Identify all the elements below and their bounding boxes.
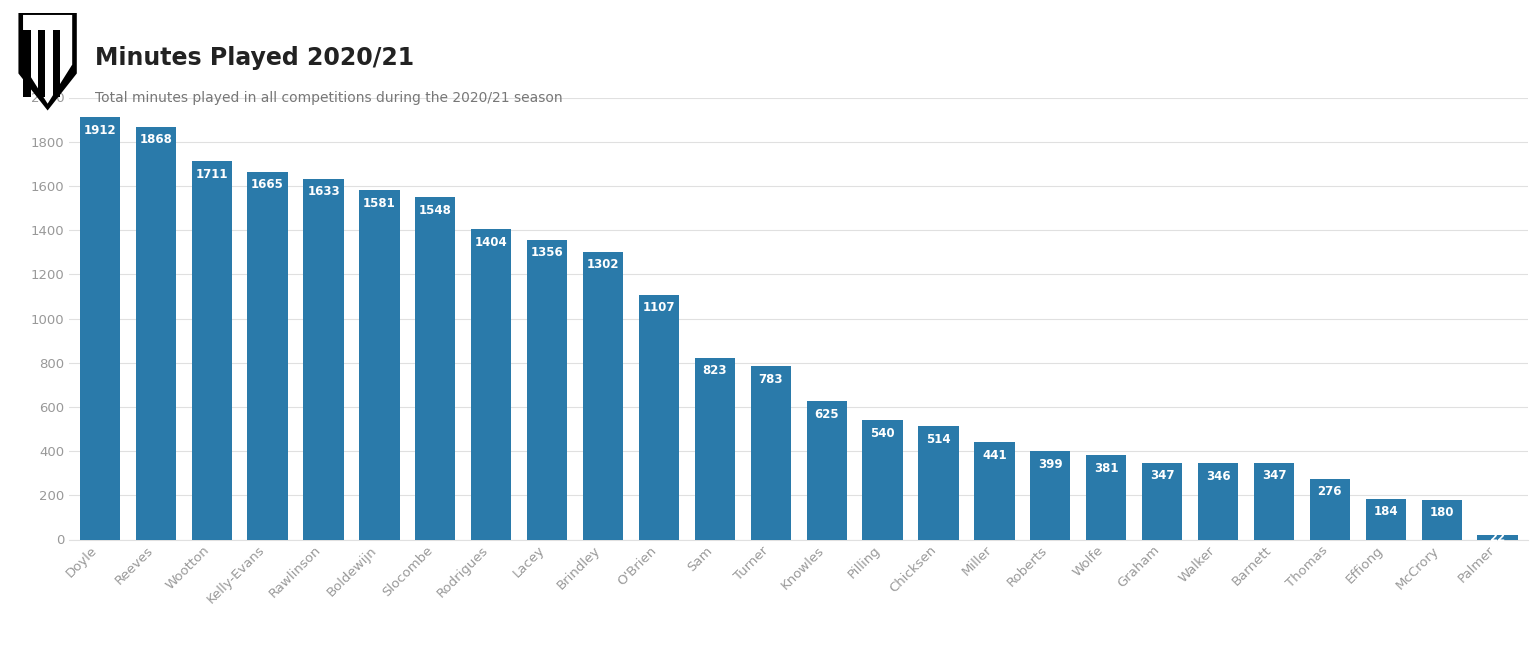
- Text: 347: 347: [1261, 469, 1286, 482]
- Text: Total minutes played in all competitions during the 2020/21 season: Total minutes played in all competitions…: [95, 91, 562, 105]
- Text: 1711: 1711: [195, 168, 227, 181]
- Bar: [192, 161, 232, 540]
- Bar: [415, 198, 456, 540]
- Text: 625: 625: [814, 408, 839, 421]
- Bar: [359, 190, 399, 540]
- Text: 1665: 1665: [252, 178, 284, 191]
- Text: 1868: 1868: [140, 133, 172, 146]
- Bar: [694, 358, 736, 540]
- Bar: [639, 295, 679, 540]
- Bar: [584, 252, 624, 540]
- Bar: [1198, 463, 1238, 540]
- Bar: [1366, 499, 1405, 540]
- Bar: [862, 420, 903, 540]
- Bar: [1310, 478, 1350, 540]
- Text: 22: 22: [1490, 530, 1505, 543]
- Bar: [751, 367, 791, 540]
- Text: 1356: 1356: [531, 246, 564, 259]
- Bar: [1086, 455, 1126, 540]
- Text: 180: 180: [1430, 506, 1455, 519]
- Bar: [1141, 463, 1183, 540]
- Text: 381: 381: [1094, 462, 1118, 475]
- Text: 441: 441: [982, 448, 1006, 461]
- Bar: [247, 172, 287, 540]
- Text: 1581: 1581: [362, 197, 396, 210]
- Text: 276: 276: [1318, 485, 1342, 498]
- Text: 1633: 1633: [307, 185, 339, 198]
- Text: 514: 514: [926, 432, 951, 445]
- Text: 346: 346: [1206, 470, 1230, 483]
- Bar: [1478, 535, 1518, 539]
- Text: 1302: 1302: [587, 259, 619, 272]
- Text: 783: 783: [759, 373, 783, 386]
- Bar: [527, 240, 567, 540]
- Text: 1548: 1548: [419, 204, 452, 217]
- Text: 823: 823: [702, 364, 727, 377]
- Bar: [1421, 500, 1462, 540]
- Bar: [304, 179, 344, 540]
- Text: 540: 540: [871, 427, 895, 440]
- Text: 1912: 1912: [83, 124, 117, 136]
- Bar: [472, 229, 511, 540]
- Text: 347: 347: [1150, 469, 1175, 482]
- Text: 1107: 1107: [642, 302, 676, 315]
- Bar: [1031, 451, 1071, 540]
- Bar: [1253, 463, 1293, 540]
- Bar: [919, 426, 958, 540]
- Text: 1404: 1404: [475, 236, 507, 249]
- Text: 184: 184: [1373, 506, 1398, 519]
- Bar: [135, 127, 177, 540]
- Bar: [974, 442, 1014, 540]
- Text: Minutes Played 2020/21: Minutes Played 2020/21: [95, 46, 415, 70]
- Bar: [806, 401, 846, 540]
- Bar: [80, 117, 120, 540]
- Text: 399: 399: [1038, 458, 1063, 471]
